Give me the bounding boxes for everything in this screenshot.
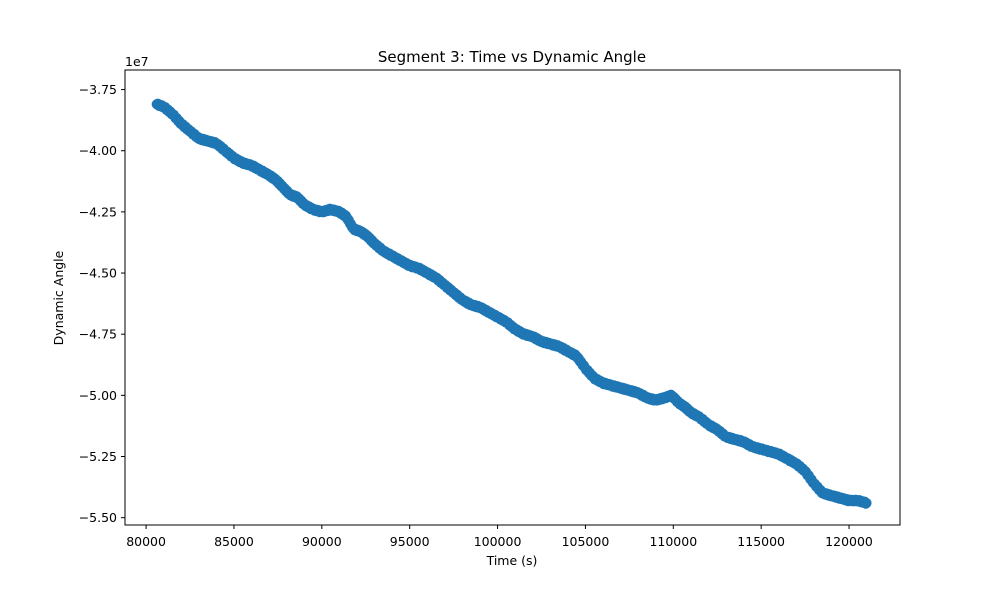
x-tick-label: 90000 <box>302 534 342 549</box>
x-axis-title: Time (s) <box>486 553 538 568</box>
x-tick-label: 95000 <box>390 534 430 549</box>
y-tick-label: −4.75 <box>79 327 117 342</box>
y-tick-label: −3.75 <box>79 82 117 97</box>
y-tick-label: −5.25 <box>79 449 117 464</box>
y-tick-label: −5.00 <box>79 388 117 403</box>
x-tick-label: 80000 <box>126 534 166 549</box>
x-tick-label: 110000 <box>649 534 697 549</box>
x-tick-label: 120000 <box>825 534 873 549</box>
y-tick-label: −4.00 <box>79 143 117 158</box>
plot-area <box>151 98 872 509</box>
y-tick-label: −4.50 <box>79 266 117 281</box>
y-offset-label: 1e7 <box>125 54 149 69</box>
x-tick-label: 85000 <box>214 534 254 549</box>
x-tick-label: 115000 <box>737 534 785 549</box>
chart-title: Segment 3: Time vs Dynamic Angle <box>378 48 646 66</box>
x-tick-label: 105000 <box>562 534 610 549</box>
x-tick-label: 100000 <box>474 534 522 549</box>
x-axis: 80000 85000 90000 95000 100000 105000 110000 11… <box>126 525 873 549</box>
data-point <box>861 497 872 508</box>
plot-frame <box>124 69 901 526</box>
y-axis: −3.75 −4.00 −4.25 −4.50 −4.75 −5.00 −5.25 −5.50 <box>79 82 125 525</box>
y-tick-label: −4.25 <box>79 204 117 219</box>
y-axis-title: Dynamic Angle <box>51 250 66 345</box>
y-tick-label: −5.50 <box>79 510 117 525</box>
